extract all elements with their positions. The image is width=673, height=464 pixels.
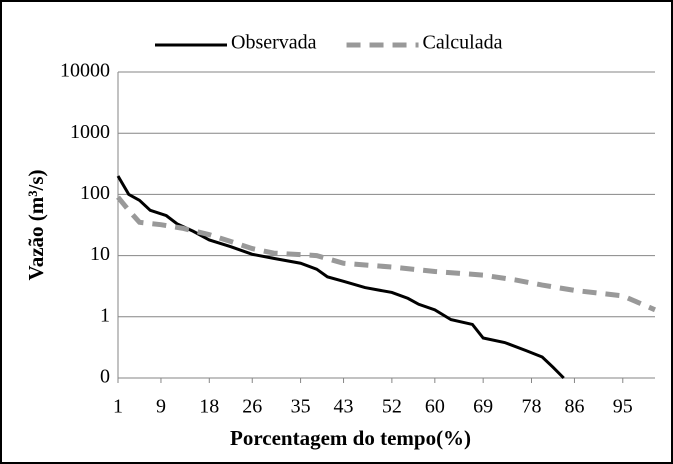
x-tick-label: 78 [521, 396, 541, 418]
x-tick-label: 86 [564, 396, 584, 418]
x-tick-label: 26 [242, 396, 262, 418]
y-axis-title: Vazão (m³/s) [24, 169, 48, 280]
y-tick-label: 10 [90, 243, 110, 265]
data-line [116, 175, 565, 380]
x-tick-label: 18 [199, 396, 219, 418]
x-tick-label: 95 [613, 396, 633, 418]
x-tick-label: 9 [156, 396, 166, 418]
x-axis-title: Porcentagem do tempo(%) [230, 426, 471, 450]
x-tick-label: 43 [334, 396, 354, 418]
x-tick-label: 52 [382, 396, 402, 418]
x-tick-label: 60 [425, 396, 445, 418]
y-tick-label: 100 [80, 182, 110, 204]
legend-label: Calculada [423, 32, 503, 54]
y-tick-label: 1000 [70, 121, 110, 143]
data-line [116, 195, 656, 313]
x-tick-label: 35 [291, 396, 311, 418]
y-tick-label: 1 [100, 304, 110, 326]
y-tick-label: 0 [100, 366, 110, 388]
x-tick-label: 69 [473, 396, 493, 418]
x-tick-label: 1 [113, 396, 123, 418]
y-tick-label: 10000 [60, 60, 110, 82]
legend-label: Observada [231, 32, 317, 54]
